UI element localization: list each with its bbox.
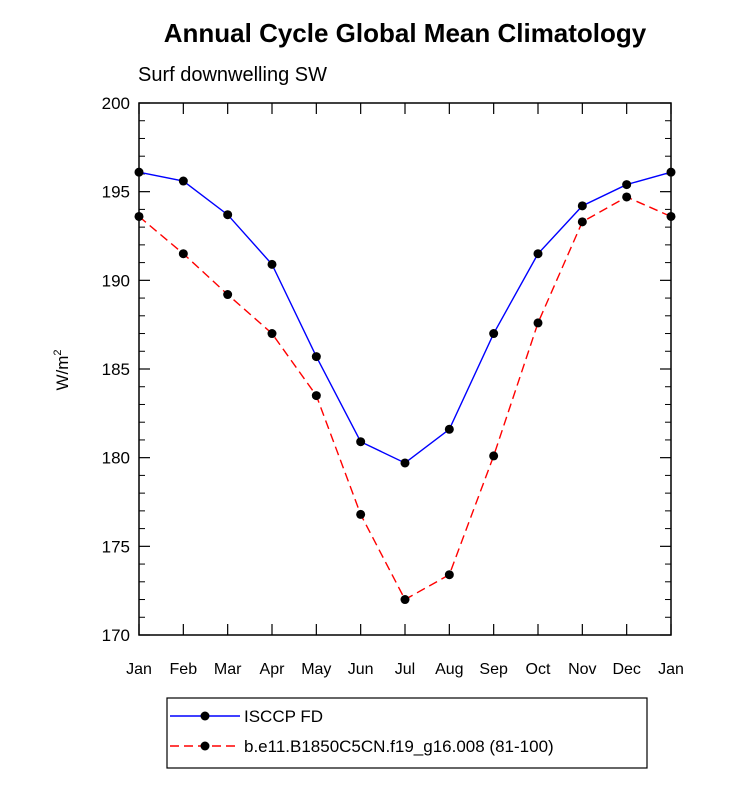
legend-label: ISCCP FD	[244, 707, 323, 726]
legend-item: ISCCP FD	[170, 707, 323, 726]
data-point	[311, 352, 321, 362]
y-tick-label: 175	[102, 537, 130, 556]
series-line	[138, 171, 672, 464]
data-point	[267, 329, 277, 339]
data-point	[400, 595, 410, 605]
x-tick-label: Apr	[260, 661, 286, 678]
svg-text:W/m2: W/m2	[52, 349, 72, 390]
legend: ISCCP FD b.e11.B1850C5CN.f19_g16.008 (81-…	[166, 697, 648, 769]
data-point	[444, 424, 454, 434]
series-2	[134, 192, 676, 605]
series-layer	[134, 167, 676, 605]
data-point	[622, 192, 632, 202]
data-point	[444, 570, 454, 580]
x-tick-label: Oct	[526, 661, 551, 678]
legend-item: b.e11.B1850C5CN.f19_g16.008 (81-100)	[170, 737, 554, 756]
chart-subtitle: Surf downwelling SW	[138, 64, 327, 86]
legend-box	[166, 697, 648, 769]
x-tick-label: Feb	[170, 661, 198, 678]
x-tick-label: Jan	[126, 661, 152, 678]
legend-label: b.e11.B1850C5CN.f19_g16.008 (81-100)	[244, 737, 554, 756]
data-point	[178, 176, 188, 186]
x-tick-label: Jul	[395, 661, 415, 678]
x-tick-label: Nov	[568, 661, 596, 678]
data-point	[178, 249, 188, 259]
y-axis-label: W/m2	[52, 349, 72, 390]
data-point	[400, 458, 410, 468]
x-tick-label: May	[301, 661, 331, 678]
data-point	[577, 217, 587, 227]
data-point	[533, 318, 543, 328]
x-tick-label: Sep	[479, 661, 508, 678]
x-tick-label: Aug	[435, 661, 463, 678]
x-tick-label: Jun	[348, 661, 374, 678]
y-tick-label: 195	[102, 183, 130, 202]
y-axis-label-superscript: 2	[52, 349, 64, 355]
y-tick-label: 200	[102, 94, 130, 113]
y-tick-label: 185	[102, 360, 130, 379]
data-point	[622, 180, 632, 190]
series-1	[134, 167, 676, 468]
data-point	[577, 201, 587, 211]
y-tick-label: 170	[102, 626, 130, 645]
data-point	[489, 451, 499, 461]
legend-marker	[200, 741, 210, 751]
data-point	[356, 509, 366, 519]
x-tick-label: Mar	[214, 661, 242, 678]
plot-frame	[138, 102, 672, 636]
x-tick-label: Dec	[612, 661, 640, 678]
x-tick-label: Jan	[658, 661, 684, 678]
data-point	[356, 437, 366, 447]
data-point	[223, 210, 233, 220]
data-point	[223, 290, 233, 300]
data-point	[311, 391, 321, 401]
chart-title: Annual Cycle Global Mean Climatology	[164, 18, 647, 48]
y-axis-label-text: W/m	[53, 356, 72, 391]
series-line	[138, 196, 672, 601]
y-tick-label: 190	[102, 271, 130, 290]
y-tick-labels: 170 175 180 185 190 195 200	[102, 94, 130, 645]
axis-ticks	[138, 102, 672, 636]
data-point	[489, 329, 499, 339]
data-point	[267, 259, 277, 269]
y-tick-label: 180	[102, 449, 130, 468]
x-tick-labels: Jan Feb Mar Apr May Jun Jul Aug Sep Oct Nov Dec Jan	[126, 661, 684, 678]
data-point	[533, 249, 543, 259]
legend-marker	[200, 711, 210, 721]
